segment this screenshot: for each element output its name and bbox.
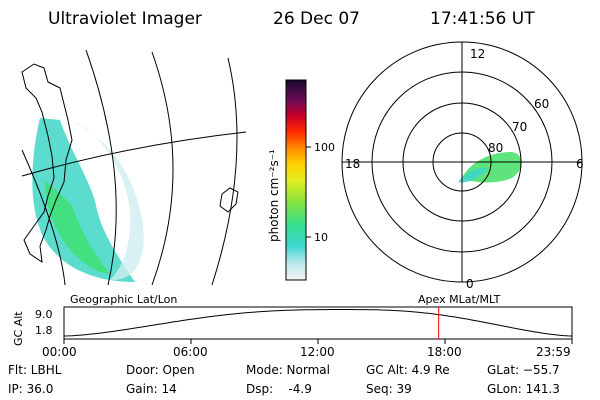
app-title: Ultraviolet Imager (48, 9, 202, 29)
polar-aurora-faint (458, 167, 488, 183)
colorbar-scale (285, 79, 307, 281)
status-info: Flt: LBHL IP: 36.0 Door: Open Gain: 14 M… (8, 363, 560, 396)
colorbar-tick-label: 10 (314, 231, 328, 244)
altitude-axis-label: GC Alt (12, 311, 25, 346)
aurora-core (44, 180, 110, 274)
mlt-label-dusk: 18 (345, 157, 360, 171)
lat-label-60: 60 (534, 97, 549, 111)
time-axis: 00:00 06:00 12:00 18:00 23:59 (42, 339, 573, 359)
time-tick-label: 00:00 (42, 345, 77, 359)
lat-label-80: 80 (488, 141, 503, 155)
altitude-plot: Geographic Lat/Lon Apex MLat/MLT GC Alt … (12, 293, 573, 359)
aurora-faint (70, 120, 144, 281)
colorbar: 100 10 photon cm⁻²s⁻¹ (267, 79, 335, 281)
geographic-label: Geographic Lat/Lon (70, 293, 177, 306)
island-outline (219, 187, 239, 213)
dsp-readout: Dsp: -4.9 (246, 382, 312, 396)
time-tick-label: 23:59 (536, 345, 571, 359)
colorbar-tick-label: 100 (314, 141, 335, 154)
altitude-frame (63, 306, 573, 340)
meridian-line (85, 49, 117, 286)
glon-readout: GLon: 141.3 (487, 382, 560, 396)
door-readout: Door: Open (126, 363, 195, 377)
gain-readout: Gain: 14 (126, 382, 177, 396)
coastline (21, 63, 73, 264)
glat-readout: GLat: −55.7 (487, 363, 560, 377)
colorbar-unit-label: photon cm⁻²s⁻¹ (267, 149, 281, 242)
lat-label-70: 70 (512, 120, 527, 134)
mlt-label-dawn: 6 (576, 157, 584, 171)
altitude-curve (63, 309, 573, 337)
time-tick-label: 18:00 (427, 345, 462, 359)
geographic-map (21, 49, 247, 286)
aurora-emission (32, 118, 136, 282)
polar-plot: 12 18 6 0 60 70 80 (341, 41, 584, 291)
meridian-line (21, 149, 66, 286)
mlt-label-noon: 12 (470, 47, 485, 61)
altitude-tick-min: 1.8 (35, 324, 53, 337)
meridian-line (211, 57, 238, 286)
mlt-label-midnight: 0 (466, 277, 474, 291)
time-label: 17:41:56 UT (430, 9, 535, 29)
parallel-line (21, 131, 247, 177)
mode-readout: Mode: Normal (246, 363, 330, 377)
time-tick-label: 06:00 (173, 345, 208, 359)
date-label: 26 Dec 07 (273, 9, 360, 29)
seq-readout: Seq: 39 (366, 382, 412, 396)
ip-readout: IP: 36.0 (8, 382, 53, 396)
gc-alt-readout: GC Alt: 4.9 Re (366, 363, 450, 377)
meridian-line (151, 51, 174, 286)
filter-readout: Flt: LBHL (8, 363, 62, 377)
apex-label: Apex MLat/MLT (418, 293, 501, 306)
altitude-tick-max: 9.0 (35, 308, 53, 321)
time-tick-label: 12:00 (300, 345, 335, 359)
